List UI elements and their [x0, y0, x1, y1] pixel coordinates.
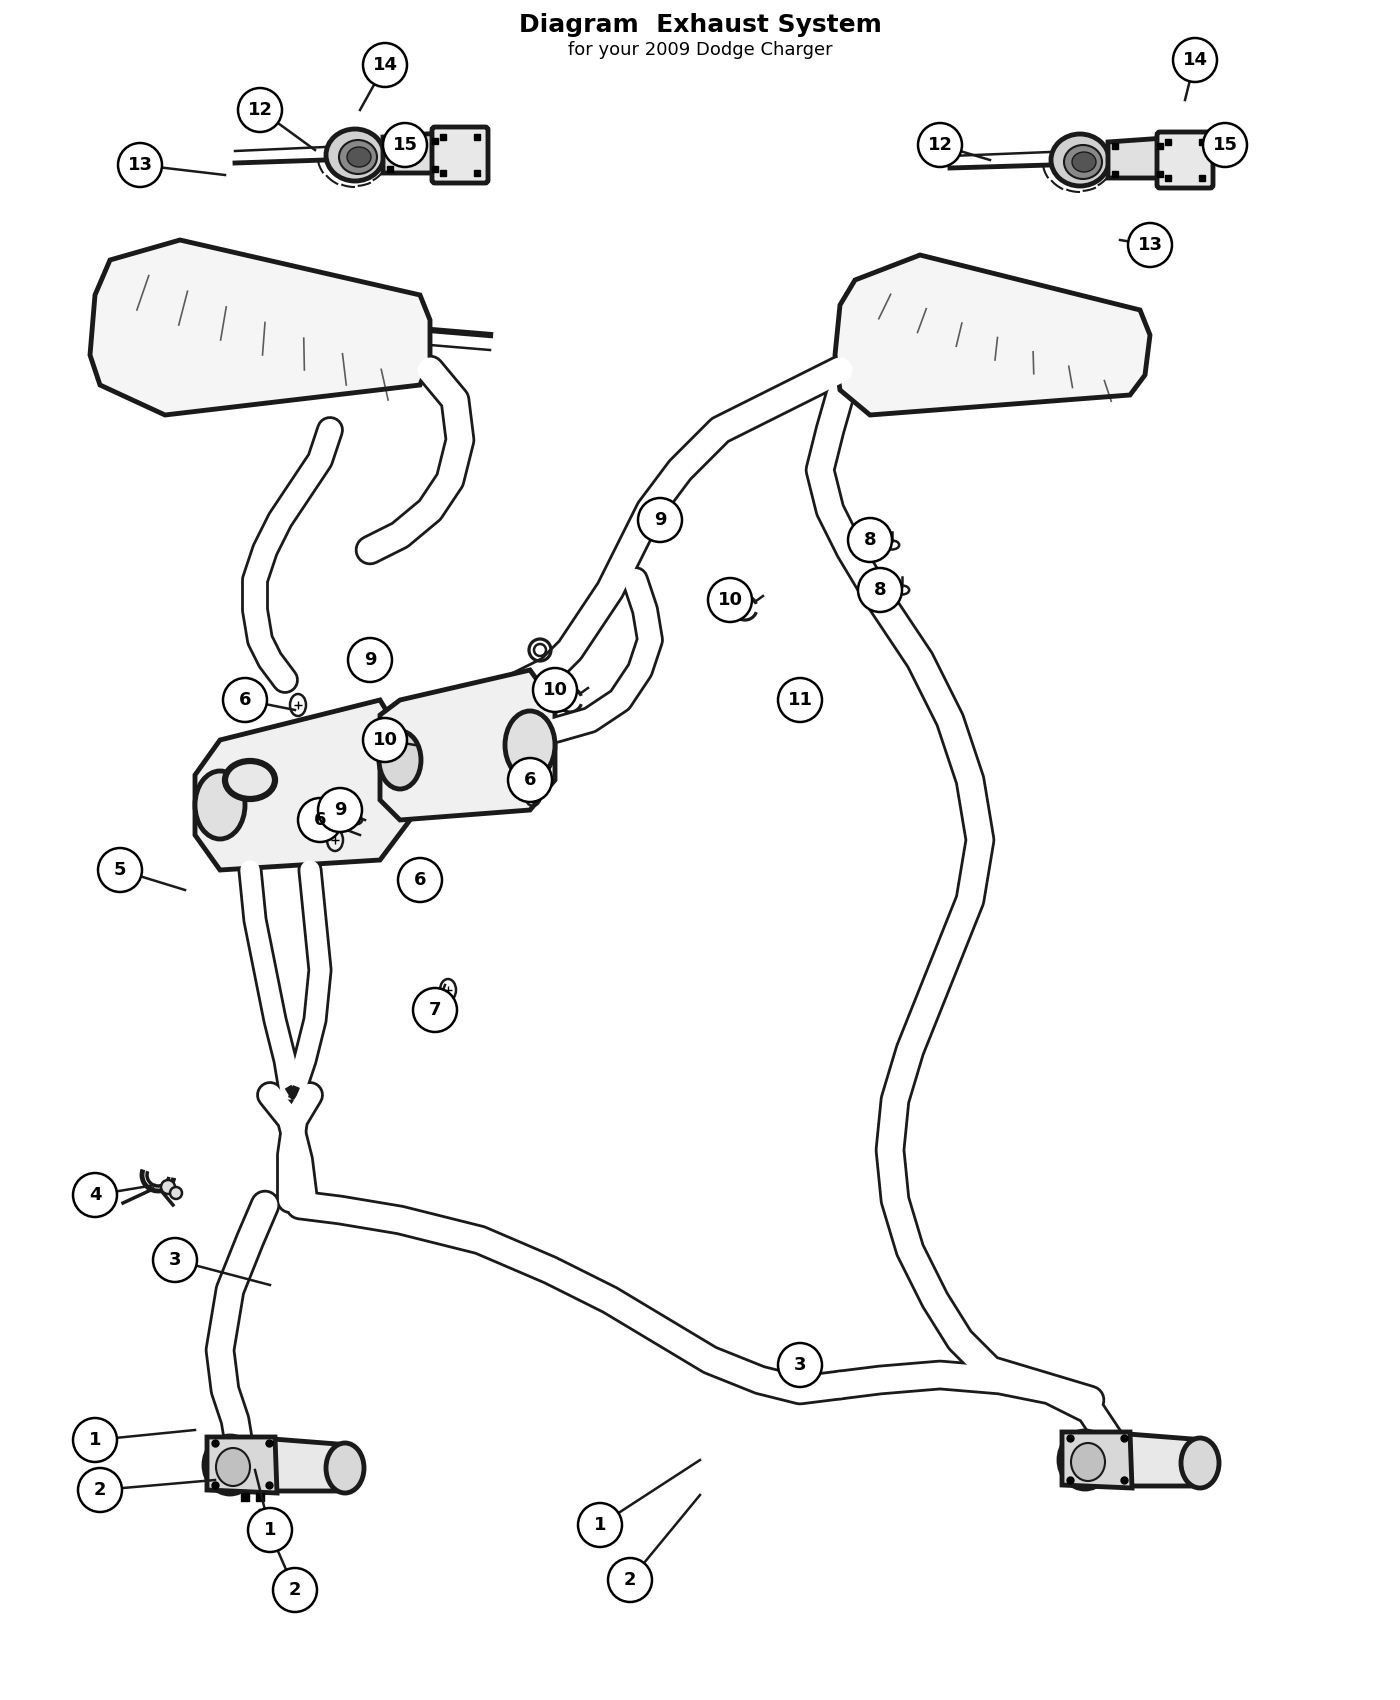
Circle shape	[78, 1469, 122, 1511]
Circle shape	[858, 568, 902, 612]
Circle shape	[363, 42, 407, 87]
Ellipse shape	[1071, 1443, 1105, 1481]
Text: 12: 12	[248, 100, 273, 119]
Ellipse shape	[379, 731, 421, 789]
Text: 9: 9	[654, 512, 666, 529]
Text: 15: 15	[1212, 136, 1238, 155]
Circle shape	[413, 988, 456, 1032]
Text: 13: 13	[127, 156, 153, 173]
Circle shape	[1203, 122, 1247, 167]
Ellipse shape	[326, 1443, 364, 1493]
Polygon shape	[90, 240, 430, 415]
Text: for your 2009 Dodge Charger: for your 2009 Dodge Charger	[567, 41, 833, 60]
Circle shape	[223, 678, 267, 722]
Circle shape	[98, 848, 141, 892]
Circle shape	[248, 1508, 293, 1552]
Circle shape	[73, 1418, 118, 1462]
Circle shape	[318, 789, 363, 831]
Text: 6: 6	[239, 690, 251, 709]
Polygon shape	[1128, 1435, 1205, 1486]
Ellipse shape	[326, 129, 384, 180]
Circle shape	[118, 143, 162, 187]
Circle shape	[778, 1343, 822, 1387]
Circle shape	[1128, 223, 1172, 267]
Circle shape	[638, 498, 682, 542]
Circle shape	[238, 88, 281, 133]
Circle shape	[153, 1238, 197, 1282]
Text: 1: 1	[263, 1522, 276, 1538]
Circle shape	[1173, 37, 1217, 82]
Ellipse shape	[204, 1436, 256, 1494]
Circle shape	[848, 518, 892, 563]
Circle shape	[384, 122, 427, 167]
Text: 1: 1	[88, 1431, 101, 1448]
Text: Diagram  Exhaust System: Diagram Exhaust System	[518, 14, 882, 37]
Text: 11: 11	[787, 690, 812, 709]
Text: 10: 10	[543, 682, 567, 699]
Text: 14: 14	[1183, 51, 1207, 70]
Text: 3: 3	[169, 1251, 181, 1268]
Text: 4: 4	[88, 1187, 101, 1204]
Text: 1: 1	[594, 1516, 606, 1533]
Ellipse shape	[1072, 151, 1096, 172]
Text: 10: 10	[717, 592, 742, 609]
Text: 3: 3	[794, 1357, 806, 1374]
Circle shape	[578, 1503, 622, 1547]
Ellipse shape	[169, 1187, 182, 1198]
Ellipse shape	[225, 762, 274, 799]
Circle shape	[363, 717, 407, 762]
Text: 15: 15	[392, 136, 417, 155]
Ellipse shape	[1058, 1431, 1112, 1489]
Circle shape	[298, 797, 342, 842]
Text: 9: 9	[333, 801, 346, 819]
Polygon shape	[273, 1438, 350, 1491]
Text: 9: 9	[364, 651, 377, 670]
Text: 12: 12	[927, 136, 952, 155]
Circle shape	[508, 758, 552, 802]
Ellipse shape	[505, 711, 554, 779]
Text: 13: 13	[1137, 236, 1162, 253]
Circle shape	[349, 638, 392, 682]
Text: 5: 5	[113, 860, 126, 879]
Circle shape	[273, 1567, 316, 1612]
Circle shape	[918, 122, 962, 167]
Text: 8: 8	[864, 530, 876, 549]
Text: 2: 2	[288, 1581, 301, 1600]
Text: 6: 6	[524, 772, 536, 789]
Polygon shape	[195, 700, 410, 870]
Text: 6: 6	[314, 811, 326, 830]
Ellipse shape	[347, 146, 371, 167]
Text: 14: 14	[372, 56, 398, 75]
Polygon shape	[1063, 1431, 1133, 1488]
FancyBboxPatch shape	[1156, 133, 1212, 189]
Polygon shape	[207, 1436, 277, 1493]
Polygon shape	[379, 670, 554, 819]
Text: 2: 2	[94, 1481, 106, 1499]
Ellipse shape	[161, 1180, 175, 1193]
Ellipse shape	[339, 139, 377, 173]
Text: 7: 7	[428, 1001, 441, 1018]
Circle shape	[533, 668, 577, 712]
Polygon shape	[384, 133, 442, 173]
Text: 2: 2	[624, 1571, 636, 1590]
Circle shape	[708, 578, 752, 622]
Text: 8: 8	[874, 581, 886, 598]
Circle shape	[778, 678, 822, 722]
Polygon shape	[1107, 138, 1168, 178]
Ellipse shape	[1051, 134, 1109, 185]
Ellipse shape	[1064, 144, 1102, 178]
Text: 10: 10	[372, 731, 398, 750]
Circle shape	[398, 858, 442, 903]
Text: 6: 6	[414, 870, 426, 889]
Ellipse shape	[216, 1448, 251, 1486]
Polygon shape	[834, 255, 1149, 415]
FancyBboxPatch shape	[433, 128, 489, 184]
Circle shape	[73, 1173, 118, 1217]
Circle shape	[608, 1557, 652, 1601]
Ellipse shape	[1182, 1438, 1219, 1488]
Ellipse shape	[195, 772, 245, 840]
